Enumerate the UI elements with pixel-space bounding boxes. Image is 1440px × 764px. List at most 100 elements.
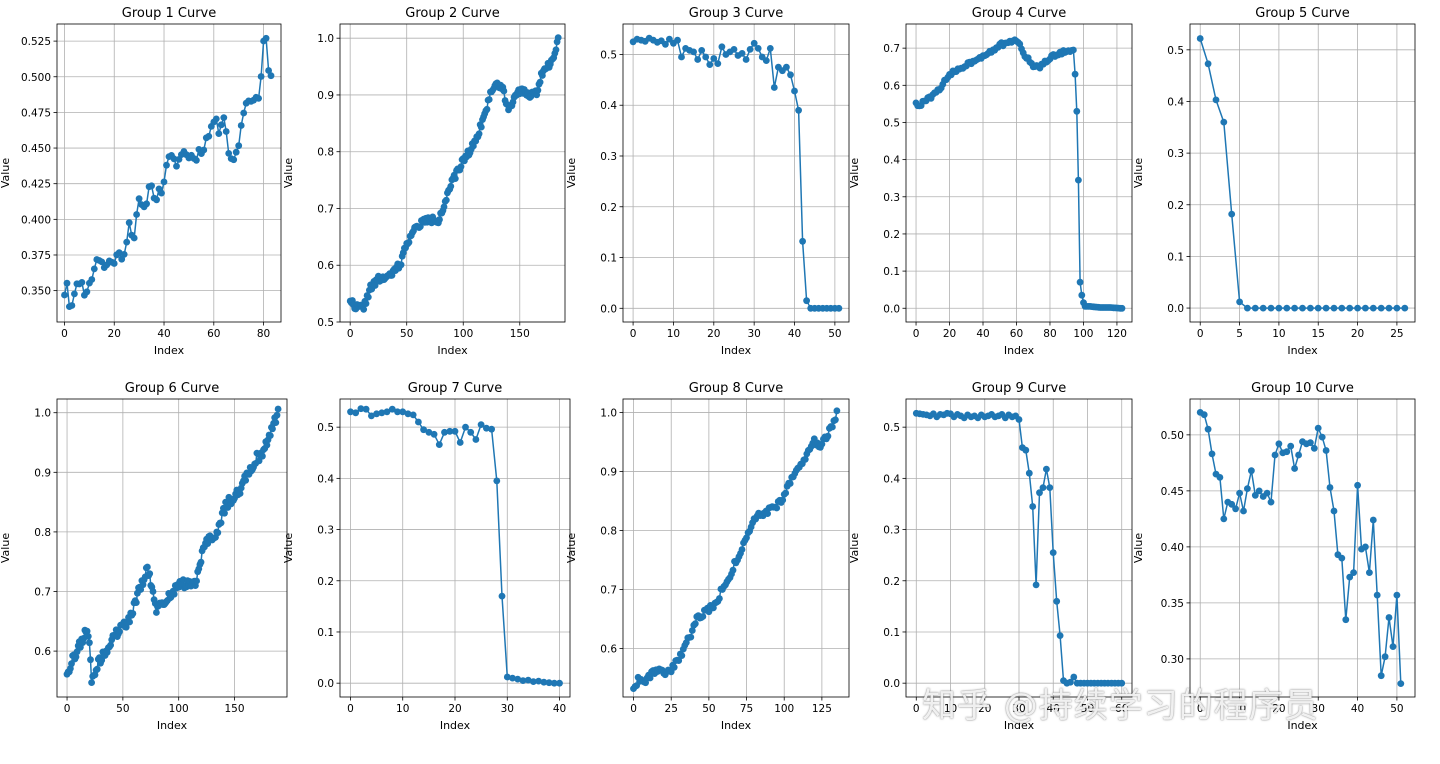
y-tick-label: 0.9 [600,467,617,479]
data-point [700,613,707,620]
data-point [1070,47,1077,54]
data-point [499,593,506,600]
data-point [1026,470,1033,477]
data-point [64,280,71,287]
data-point [457,439,464,446]
data-point [274,412,281,419]
axes-frame [57,399,287,697]
data-point [1342,616,1349,623]
data-point [1299,305,1306,312]
data-point [1075,177,1082,184]
data-point [829,424,836,431]
y-tick-label: 0.1 [883,627,900,639]
data-point [84,288,91,295]
x-tick-label: 40 [553,703,566,715]
data-point [1022,447,1029,454]
data-point [773,505,780,512]
data-point [1390,643,1397,650]
data-point [436,216,443,223]
data-point [263,35,270,42]
subplot-2: 0 50 100 150 0.5 0.6 0.7 0.8 0.9 1.0 Group 2 Curve… [282,6,565,357]
y-axis-label: Value [282,158,295,188]
y-tick-label: 1.0 [600,408,617,420]
x-tick-label: 0 [913,703,920,715]
data-point [1350,569,1357,576]
data-point [674,37,681,44]
data-point [1283,448,1290,455]
data-point [193,157,200,164]
data-point [782,490,789,497]
x-tick-label: 10 [1272,328,1285,340]
data-point [233,149,240,156]
x-tick-label: 0 [1197,328,1204,340]
y-tick-label: 0.1 [600,253,617,265]
y-tick-label: 0.4 [317,473,334,485]
data-point [69,302,76,309]
data-point [173,163,180,170]
subplot-4: 0 20 40 60 80 100 1200.00.10.20.30.40.50.60.7G… [848,6,1132,357]
x-tick-label: 20 [707,328,720,340]
data-point [1228,211,1235,218]
y-tick-label: 0.7 [317,203,334,215]
y-tick-label: 0.5 [600,49,617,61]
data-point [1362,544,1369,551]
x-tick-label: 25 [665,703,678,715]
y-tick-label: 0.9 [317,90,334,102]
subplot-title: Group 3 Curve [689,6,783,21]
data-point [555,34,562,41]
data-point [272,419,279,426]
data-point [171,591,178,598]
y-tick-label: 0.35 [1161,598,1184,610]
data-point [79,279,86,286]
y-tick-label: 0.2 [883,229,900,241]
data-point [1354,482,1361,489]
data-point [493,478,500,485]
data-point [88,276,95,283]
data-point [687,634,694,641]
y-tick-label: 0.40 [1161,542,1184,554]
data-point [755,45,762,52]
subplot-title: Group 7 Curve [408,381,502,396]
data-point [1213,97,1220,104]
x-tick-label: 0 [630,328,637,340]
y-tick-label: 0.3 [1167,148,1184,160]
data-point [1276,305,1283,312]
x-tick-label: 10 [667,328,680,340]
data-point [486,96,493,103]
data-point [235,142,242,149]
x-tick-label: 40 [157,328,170,340]
y-tick-label: 0.45 [1161,486,1184,498]
y-tick-label: 0.5 [317,317,334,329]
y-axis-label: Value [0,158,12,188]
data-point [1323,447,1330,454]
x-tick-label: 20 [943,328,956,340]
y-tick-label: 0.7 [883,43,900,55]
data-point [1319,434,1326,441]
y-tick-label: 0.5 [883,422,900,434]
data-point [1287,443,1294,450]
data-point [825,433,832,440]
data-point [1276,440,1283,447]
data-point [1386,305,1393,312]
data-point [447,183,454,190]
data-point [1256,488,1263,495]
data-point [238,122,245,129]
data-point [1205,60,1212,67]
data-point [1220,119,1227,126]
x-tick-label: 150 [225,703,245,715]
x-tick-label: 25 [1390,328,1403,340]
data-point [553,46,560,53]
data-point [458,163,465,170]
y-tick-label: 0.400 [21,214,51,226]
data-point [242,477,249,484]
data-point [360,306,367,313]
data-point [537,79,544,86]
y-tick-label: 0.375 [21,250,51,262]
data-point [1366,569,1373,576]
data-point [834,407,841,414]
data-point [702,54,709,61]
data-point [1029,503,1036,510]
data-point [1401,305,1408,312]
data-point [255,95,262,102]
data-point [1236,299,1243,306]
